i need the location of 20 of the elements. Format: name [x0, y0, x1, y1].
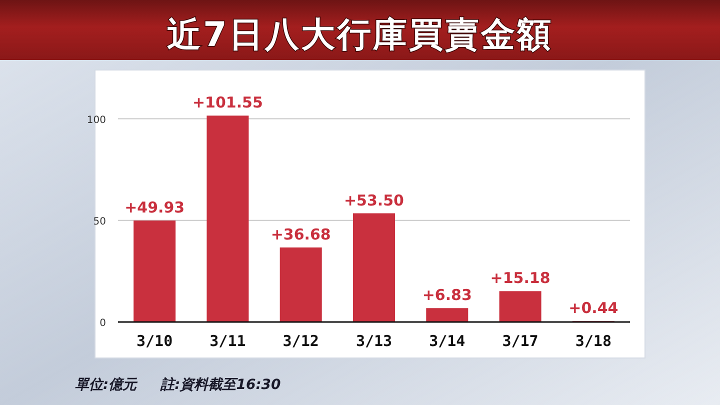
- x-tick-label: 3/10: [136, 332, 173, 350]
- x-tick-label: 3/13: [356, 332, 392, 350]
- data-label: +0.44: [568, 299, 618, 318]
- x-tick-label: 3/12: [282, 332, 319, 350]
- data-label: +36.68: [270, 225, 331, 244]
- data-label: +49.93: [124, 198, 185, 217]
- y-tick-label: 0: [100, 318, 106, 329]
- x-tick-label: 3/11: [210, 332, 246, 350]
- data-label: +15.18: [490, 269, 550, 288]
- x-tick-label: 3/14: [429, 332, 466, 350]
- text: 註:資料截至16:30: [160, 376, 282, 393]
- y-tick-label: 100: [86, 114, 106, 126]
- chart-title: 近7日八大行庫買賣金額: [167, 15, 553, 55]
- x-tick-label: 3/18: [575, 332, 612, 350]
- data-label: +6.83: [422, 286, 472, 304]
- data-label: +53.50: [344, 191, 404, 210]
- data-label: +101.55: [192, 94, 263, 112]
- x-tick-label: 3/17: [502, 332, 538, 350]
- text: 單位:億元: [75, 376, 139, 393]
- y-tick-label: 50: [93, 216, 106, 228]
